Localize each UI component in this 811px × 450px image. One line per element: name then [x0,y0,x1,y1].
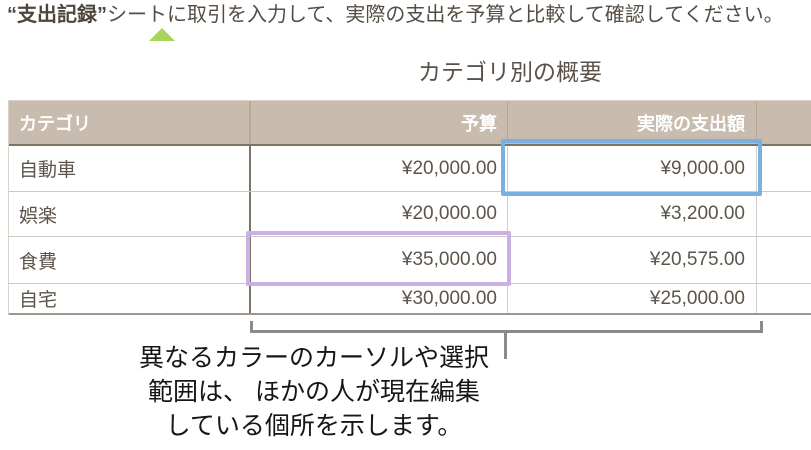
cell-budget[interactable]: ¥35,000.00 [251,237,508,283]
cell-category[interactable]: 自宅 [9,284,251,313]
summary-table: カテゴリ 予算 実際の支出額 自動車 ¥20,000.00 ¥9,000.00 … [8,100,811,315]
table-row: 自動車 ¥20,000.00 ¥9,000.00 [9,146,811,192]
cell-extra[interactable] [757,146,811,191]
cell-budget[interactable]: ¥30,000.00 [251,284,508,313]
table-row: 食費 ¥35,000.00 ¥20,575.00 [9,237,811,284]
column-header-actual[interactable]: 実際の支出額 [508,101,757,144]
cell-actual[interactable]: ¥3,200.00 [508,192,757,236]
column-header-extra[interactable] [757,101,811,144]
cell-actual[interactable]: ¥20,575.00 [508,237,757,283]
brace-annotation-right-tick [760,321,763,333]
cell-category[interactable]: 自動車 [9,146,251,191]
table-row: 自宅 ¥30,000.00 ¥25,000.00 [9,284,811,315]
brace-annotation-stem [504,333,507,359]
table-title: カテゴリ別の概要 [418,59,602,85]
column-header-category[interactable]: カテゴリ [9,101,251,144]
caption-line: している個所を示します。 [165,412,463,440]
sheet-name-highlight: “支出記録” [7,4,107,26]
collaborator-selection-blue [501,139,762,196]
cell-actual[interactable]: ¥25,000.00 [508,284,757,313]
caption-text: 異なるカラーのカーソルや選択 範囲は、 ほかの人が現在編集 している個所を示しま… [104,341,524,443]
cell-extra[interactable] [757,192,811,236]
cell-budget[interactable]: ¥20,000.00 [251,192,508,236]
collaborator-selection-purple [246,231,511,286]
caption-line: 異なるカラーのカーソルや選択 [138,344,489,372]
table-row: 娯楽 ¥20,000.00 ¥3,200.00 [9,192,811,237]
cell-extra[interactable] [757,237,811,283]
brace-annotation-line [250,330,763,333]
column-header-budget[interactable]: 予算 [251,101,508,144]
caption-line: 範囲は、 ほかの人が現在編集 [148,378,480,406]
instruction-rest: シートに取引を入力して、実際の支出を予算と比較して確認してください。 [107,4,784,26]
brace-annotation-left-tick [250,321,253,333]
cell-category[interactable]: 食費 [9,237,251,283]
cell-category[interactable]: 娯楽 [9,192,251,236]
cell-budget[interactable]: ¥20,000.00 [251,146,508,191]
green-triangle-pointer-icon [149,28,175,41]
cell-actual[interactable]: ¥9,000.00 [508,146,757,191]
table-header-row: カテゴリ 予算 実際の支出額 [9,101,811,146]
instruction-text: “支出記録”シートに取引を入力して、実際の支出を予算と比較して確認してください。 [7,2,807,28]
cell-extra[interactable] [757,284,811,313]
